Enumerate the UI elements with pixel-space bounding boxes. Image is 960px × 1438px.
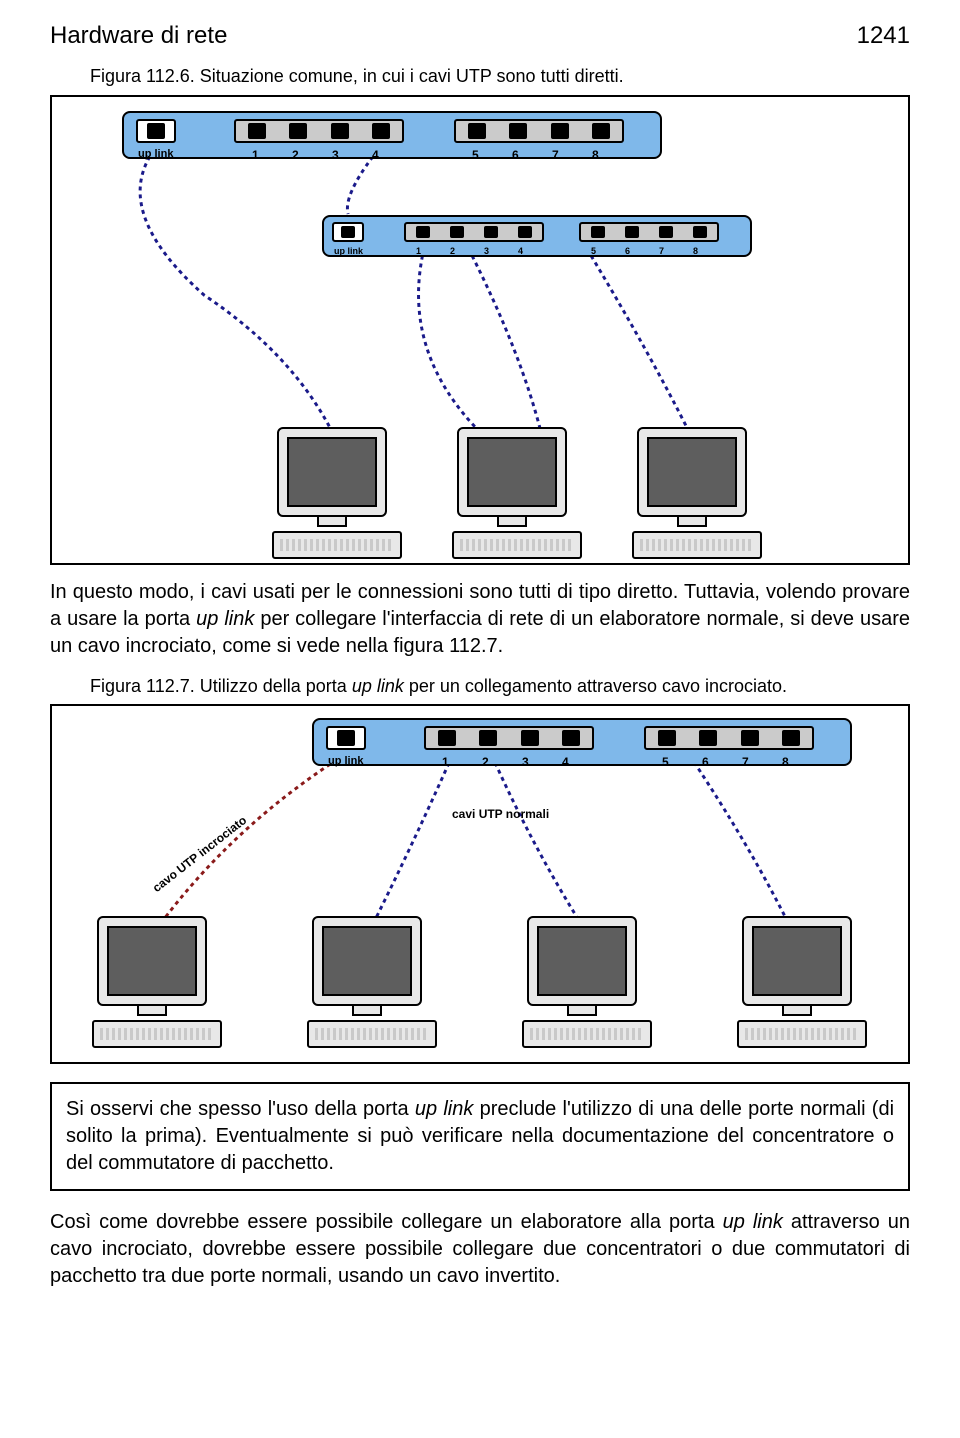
port-uplink [326, 726, 366, 750]
port-num: 7 [742, 754, 749, 770]
computer-icon [307, 916, 427, 1048]
normal-cable-label: cavi UTP normali [452, 806, 549, 822]
paragraph-1: In questo modo, i cavi usati per le conn… [50, 579, 910, 660]
port-num: 2 [450, 245, 455, 257]
text: per un collegamento attraverso cavo incr… [404, 676, 787, 696]
port-num: 6 [702, 754, 709, 770]
computer-icon [737, 916, 857, 1048]
port-group-2b [579, 222, 719, 242]
computer-icon [632, 427, 752, 559]
figure1-box: up link 1 2 3 4 5 6 7 8 up link 1 2 3 4 … [50, 95, 910, 565]
port-group-1b [404, 222, 544, 242]
text-em: up link [723, 1211, 783, 1233]
port-uplink [136, 119, 176, 143]
header-left: Hardware di rete [50, 20, 227, 52]
uplink-label: up link [334, 245, 363, 257]
port-group-1 [234, 119, 404, 143]
port-num: 7 [552, 147, 559, 163]
port-group [424, 726, 594, 750]
figure1-caption: Figura 112.6. Situazione comune, in cui … [90, 64, 910, 88]
header-right: 1241 [857, 20, 910, 52]
text: Figura 112.7. Utilizzo della porta [90, 676, 352, 696]
port-num: 3 [484, 245, 489, 257]
port-num: 1 [416, 245, 421, 257]
figure2-caption: Figura 112.7. Utilizzo della porta up li… [90, 674, 910, 698]
port-num: 3 [522, 754, 529, 770]
port-num: 2 [292, 147, 299, 163]
port-num: 7 [659, 245, 664, 257]
port-num: 4 [562, 754, 569, 770]
text-em: up link [196, 608, 254, 630]
port-num: 4 [518, 245, 523, 257]
callout-box: Si osservi che spesso l'uso della porta … [50, 1082, 910, 1191]
port-group-2 [454, 119, 624, 143]
port-uplink [332, 222, 364, 242]
port-group [644, 726, 814, 750]
port-num: 3 [332, 147, 339, 163]
port-num: 5 [472, 147, 479, 163]
switch-top: up link 1 2 3 4 5 6 7 8 [122, 111, 662, 159]
text: Si osservi che spesso l'uso della porta [66, 1098, 415, 1120]
switch-fig2: up link 1 2 3 4 5 6 7 8 [312, 718, 852, 766]
port-num: 1 [442, 754, 449, 770]
port-num: 6 [625, 245, 630, 257]
port-num: 4 [372, 147, 379, 163]
port-num: 2 [482, 754, 489, 770]
paragraph-2: Così come dovrebbe essere possibile coll… [50, 1209, 910, 1290]
computer-icon [522, 916, 642, 1048]
port-num: 5 [591, 245, 596, 257]
computer-icon [92, 916, 212, 1048]
port-num: 6 [512, 147, 519, 163]
port-num: 8 [693, 245, 698, 257]
computer-icon [272, 427, 392, 559]
port-num: 8 [782, 754, 789, 770]
uplink-label: up link [328, 754, 363, 769]
text: Così come dovrebbe essere possibile coll… [50, 1211, 723, 1233]
port-num: 1 [252, 147, 259, 163]
uplink-label: up link [138, 147, 173, 162]
port-num: 8 [592, 147, 599, 163]
text-em: up link [352, 676, 404, 696]
computer-icon [452, 427, 572, 559]
switch-bottom: up link 1 2 3 4 5 6 7 8 [322, 215, 752, 257]
text-em: up link [415, 1098, 474, 1120]
page-header: Hardware di rete 1241 [50, 20, 910, 52]
figure2-box: cavo UTP incrociato cavi UTP normali up … [50, 704, 910, 1064]
port-num: 5 [662, 754, 669, 770]
